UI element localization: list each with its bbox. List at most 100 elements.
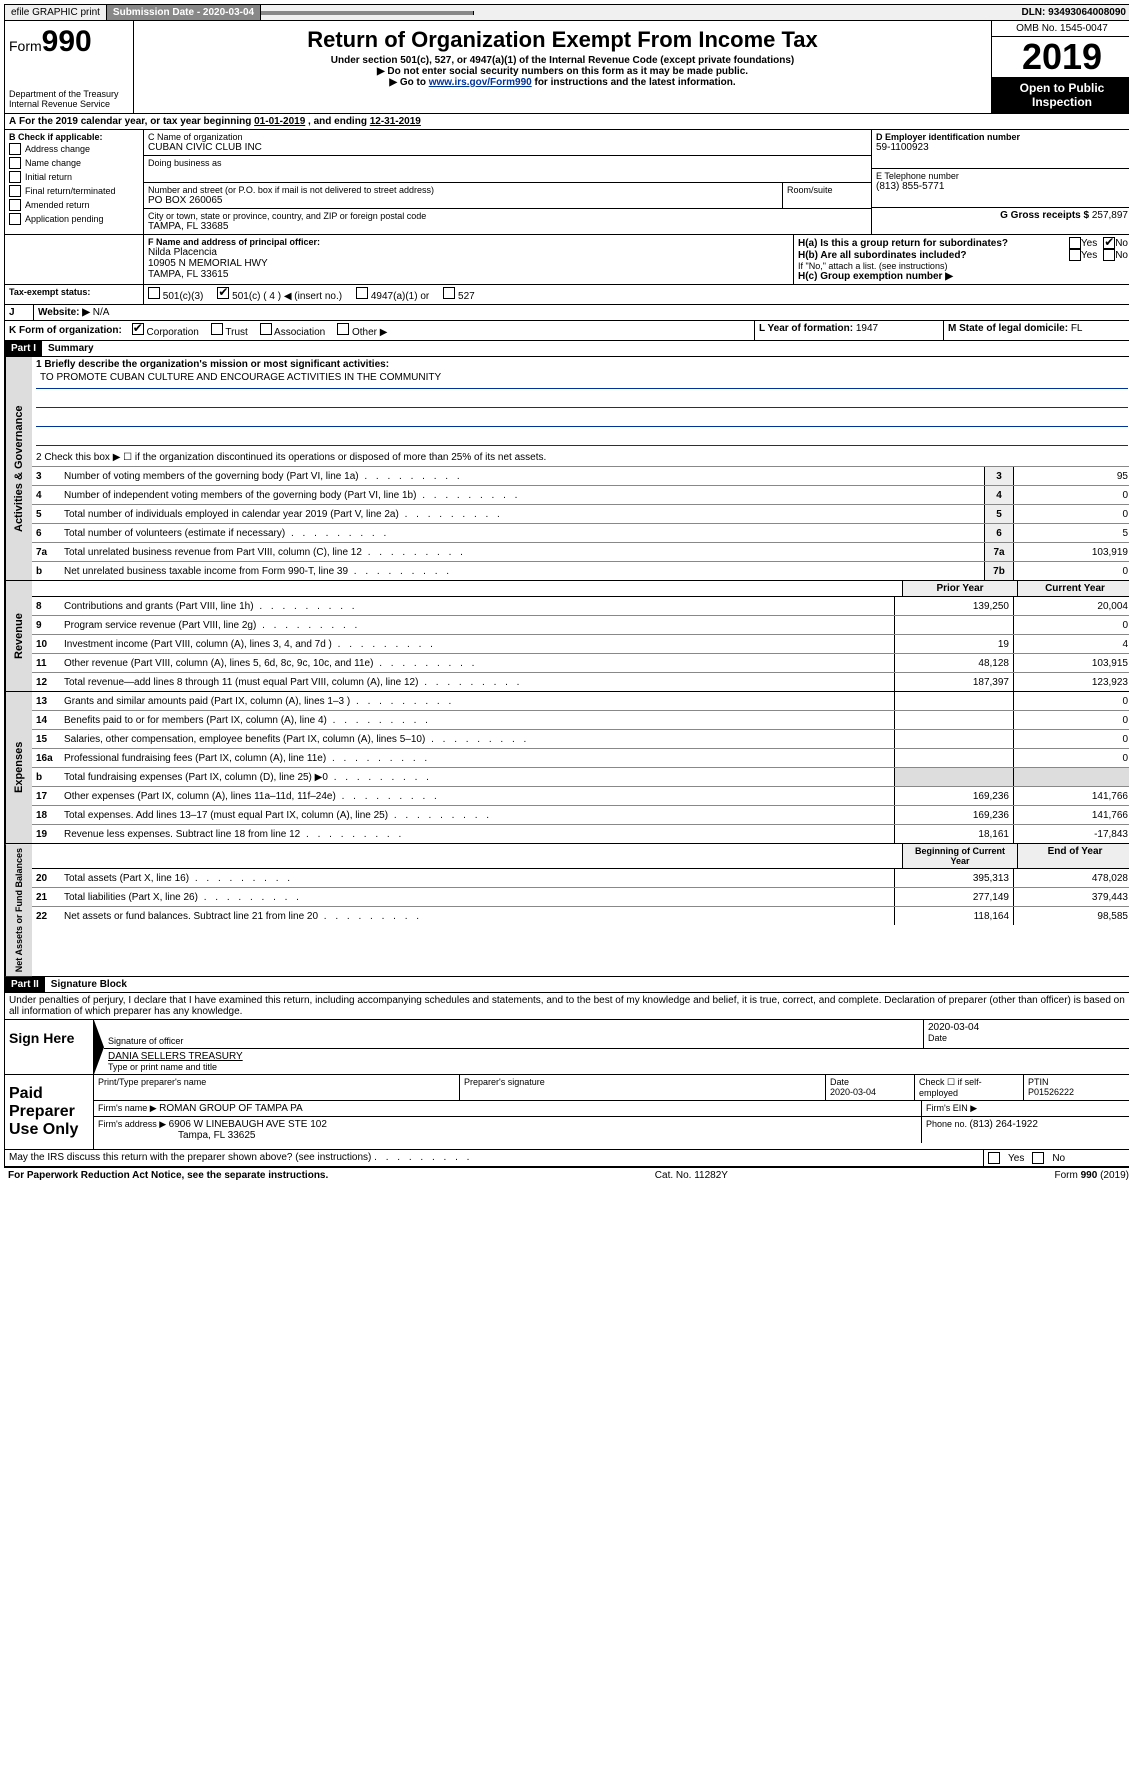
entity-block: B Check if applicable: Address changeNam… [4,130,1129,235]
org-form-checkbox[interactable] [132,323,144,335]
table-row: 14Benefits paid to or for members (Part … [32,711,1129,730]
prep-date: 2020-03-04 [830,1087,876,1097]
governance-tab: Activities & Governance [5,357,32,580]
ha-no-checkbox[interactable] [1103,237,1115,249]
sig-name-label: Type or print name and title [108,1062,1128,1072]
section-b-checkbox[interactable] [9,143,21,155]
org-form-checkbox[interactable] [337,323,349,335]
h-b: H(b) Are all subordinates included? [798,250,1069,261]
table-row: 6Total number of volunteers (estimate if… [32,524,1129,543]
tax-exempt-checkbox[interactable] [217,287,229,299]
dba-label: Doing business as [148,158,867,168]
table-row: 15Salaries, other compensation, employee… [32,730,1129,749]
omb-number: OMB No. 1545-0047 [992,21,1129,37]
table-row: 19Revenue less expenses. Subtract line 1… [32,825,1129,843]
firm-phone: (813) 264-1922 [970,1119,1038,1130]
form-title: Return of Organization Exempt From Incom… [138,27,987,53]
section-b-checkbox[interactable] [9,185,21,197]
sig-name: DANIA SELLERS TREASURY [108,1051,1128,1062]
org-form-checkbox[interactable] [260,323,272,335]
sign-here-block: Sign Here Signature of officer 2020-03-0… [4,1020,1129,1075]
officer-name: Nilda Placencia [148,247,789,258]
firm-addr2: Tampa, FL 33625 [178,1130,255,1141]
end-year-header: End of Year [1017,844,1129,868]
discuss-yes-checkbox[interactable] [988,1152,1000,1164]
h-a: H(a) Is this a group return for subordin… [798,238,1069,249]
paid-preparer-label: Paid Preparer Use Only [5,1075,94,1149]
phone-label: E Telephone number [876,171,1128,181]
phone-value: (813) 855-5771 [876,181,1128,192]
revenue-tab: Revenue [5,581,32,691]
table-row: 9Program service revenue (Part VIII, lin… [32,616,1129,635]
website-value: N/A [93,307,110,318]
part-1-header: Part I Summary [4,341,1129,357]
section-b-label: B Check if applicable: [9,132,139,142]
netassets-tab: Net Assets or Fund Balances [5,844,32,976]
table-row: bTotal fundraising expenses (Part IX, co… [32,768,1129,787]
table-row: bNet unrelated business taxable income f… [32,562,1129,580]
table-row: 16aProfessional fundraising fees (Part I… [32,749,1129,768]
section-b-checkbox[interactable] [9,213,21,225]
city-label: City or town, state or province, country… [148,211,867,221]
discuss-no-checkbox[interactable] [1032,1152,1044,1164]
h-note: If "No," attach a list. (see instruction… [798,261,1128,271]
blank-button[interactable] [261,11,474,15]
table-row: 17Other expenses (Part IX, column (A), l… [32,787,1129,806]
table-row: 4Number of independent voting members of… [32,486,1129,505]
table-row: 3Number of voting members of the governi… [32,467,1129,486]
prep-name-label: Print/Type preparer's name [94,1075,460,1100]
table-row: 20Total assets (Part X, line 16)395,3134… [32,869,1129,888]
top-bar: efile GRAPHIC print Submission Date - 20… [4,4,1129,21]
page-footer: For Paperwork Reduction Act Notice, see … [4,1167,1129,1183]
hb-yes-checkbox[interactable] [1069,249,1081,261]
section-f-label: F Name and address of principal officer: [148,237,789,247]
sig-officer-label: Signature of officer [108,1036,919,1046]
table-row: 7aTotal unrelated business revenue from … [32,543,1129,562]
officer-addr2: TAMPA, FL 33615 [148,269,789,280]
sig-date-label: Date [928,1033,1128,1043]
subtitle-2: ▶ Do not enter social security numbers o… [138,66,987,77]
table-row: 13Grants and similar amounts paid (Part … [32,692,1129,711]
dept-label: Department of the Treasury [9,89,129,99]
table-row: 12Total revenue—add lines 8 through 11 (… [32,673,1129,691]
form-header: Form990 Department of the Treasury Inter… [4,21,1129,114]
submission-date-button[interactable]: Submission Date - 2020-03-04 [107,5,261,20]
dln-label: DLN: 93493064008090 [1015,5,1129,20]
irs-label: Internal Revenue Service [9,99,129,109]
h-c: H(c) Group exemption number ▶ [798,271,1128,282]
expenses-tab: Expenses [5,692,32,843]
ein-value: 59-1100923 [876,142,1128,153]
tax-exempt-row: Tax-exempt status: 501(c)(3) 501(c) ( 4 … [4,285,1129,305]
line2: 2 Check this box ▶ ☐ if the organization… [32,450,1129,465]
hb-no-checkbox[interactable] [1103,249,1115,261]
mission-text: TO PROMOTE CUBAN CULTURE AND ENCOURAGE A… [36,370,1128,389]
org-form-checkbox[interactable] [211,323,223,335]
org-form-row: K Form of organization: Corporation Trus… [4,321,1129,341]
section-b-checkbox[interactable] [9,199,21,211]
table-row: 18Total expenses. Add lines 13–17 (must … [32,806,1129,825]
section-b-checkbox[interactable] [9,171,21,183]
table-row: 21Total liabilities (Part X, line 26)277… [32,888,1129,907]
firm-name: ROMAN GROUP OF TAMPA PA [159,1103,303,1114]
ptin-value: P01526222 [1028,1087,1074,1097]
tax-exempt-checkbox[interactable] [443,287,455,299]
officer-addr1: 10905 N MEMORIAL HWY [148,258,789,269]
begin-year-header: Beginning of Current Year [902,844,1017,868]
prior-year-header: Prior Year [902,581,1017,596]
tax-exempt-checkbox[interactable] [148,287,160,299]
self-employed: Check ☐ if self-employed [915,1075,1024,1100]
section-b-checkbox[interactable] [9,157,21,169]
gross-value: 257,897 [1092,210,1128,221]
website-row: J Website: ▶ N/A [4,305,1129,321]
table-row: 11Other revenue (Part VIII, column (A), … [32,654,1129,673]
sign-here-label: Sign Here [5,1020,94,1074]
netassets-section: Net Assets or Fund Balances Beginning of… [4,844,1129,977]
ha-yes-checkbox[interactable] [1069,237,1081,249]
paid-preparer-block: Paid Preparer Use Only Print/Type prepar… [4,1075,1129,1150]
gross-label: G Gross receipts $ [1000,210,1092,221]
efile-label: efile GRAPHIC print [5,5,107,20]
addr-label: Number and street (or P.O. box if mail i… [148,185,778,195]
subtitle-3: ▶ Go to www.irs.gov/Form990 for instruct… [138,77,987,88]
irs-link[interactable]: www.irs.gov/Form990 [429,77,532,88]
tax-exempt-checkbox[interactable] [356,287,368,299]
